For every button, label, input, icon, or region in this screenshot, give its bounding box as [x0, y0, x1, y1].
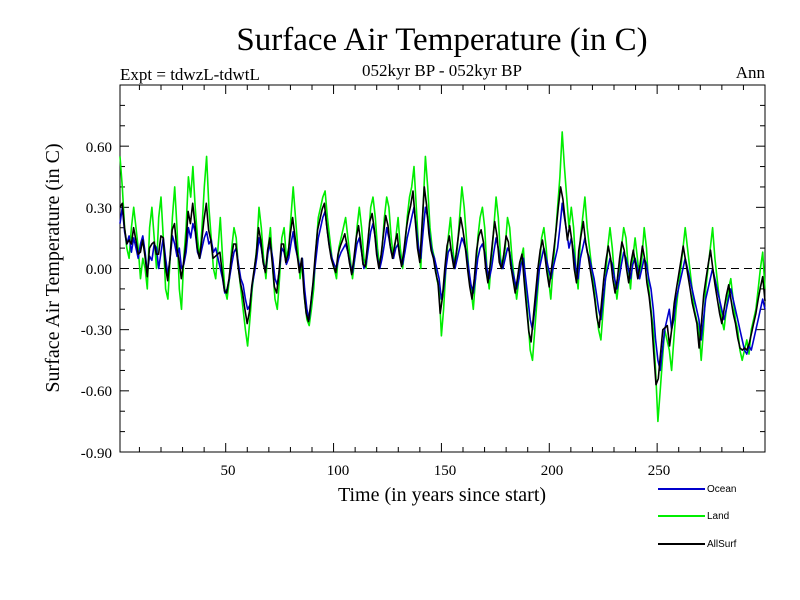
y-tick-label: -0.30	[81, 323, 112, 339]
x-tick-labels: 50 100 150 200 250	[221, 463, 671, 479]
legend-item-allsurf: AllSurf	[658, 539, 737, 550]
x-tick-label: 200	[541, 463, 564, 479]
y-axis-label: Surface Air Temperature (in C)	[42, 143, 64, 392]
y-tick-label: 0.00	[86, 262, 112, 278]
legend-item-ocean: Ocean	[658, 484, 736, 495]
experiment-label: Expt = tdwzL-tdwtL	[120, 65, 260, 84]
y-tick-label: -0.60	[81, 384, 112, 400]
x-axis-label: Time (in years since start)	[338, 484, 546, 506]
x-tick-label: 250	[648, 463, 671, 479]
legend: Ocean Land AllSurf	[658, 484, 737, 550]
tick-marks	[120, 84, 765, 453]
y-tick-label: 0.60	[86, 140, 112, 156]
period-label: Ann	[736, 63, 766, 82]
y-tick-label: 0.30	[86, 201, 112, 217]
legend-label-land: Land	[707, 511, 729, 522]
series-lines	[119, 131, 766, 423]
x-tick-label: 150	[434, 463, 457, 479]
x-tick-label: 100	[327, 463, 350, 479]
legend-label-allsurf: AllSurf	[707, 539, 737, 550]
chart-subtitle: 052kyr BP - 052kyr BP	[362, 61, 522, 80]
x-tick-label: 50	[221, 463, 236, 479]
series-line-land	[119, 131, 766, 423]
legend-label-ocean: Ocean	[707, 484, 736, 495]
y-tick-labels: 0.60 0.30 0.00 -0.30 -0.60 -0.90	[81, 140, 112, 462]
plot-area	[119, 84, 766, 453]
y-tick-label: -0.90	[81, 446, 112, 462]
legend-item-land: Land	[658, 511, 729, 522]
chart-title: Surface Air Temperature (in C)	[236, 22, 647, 58]
series-line-allsurf	[119, 186, 766, 386]
